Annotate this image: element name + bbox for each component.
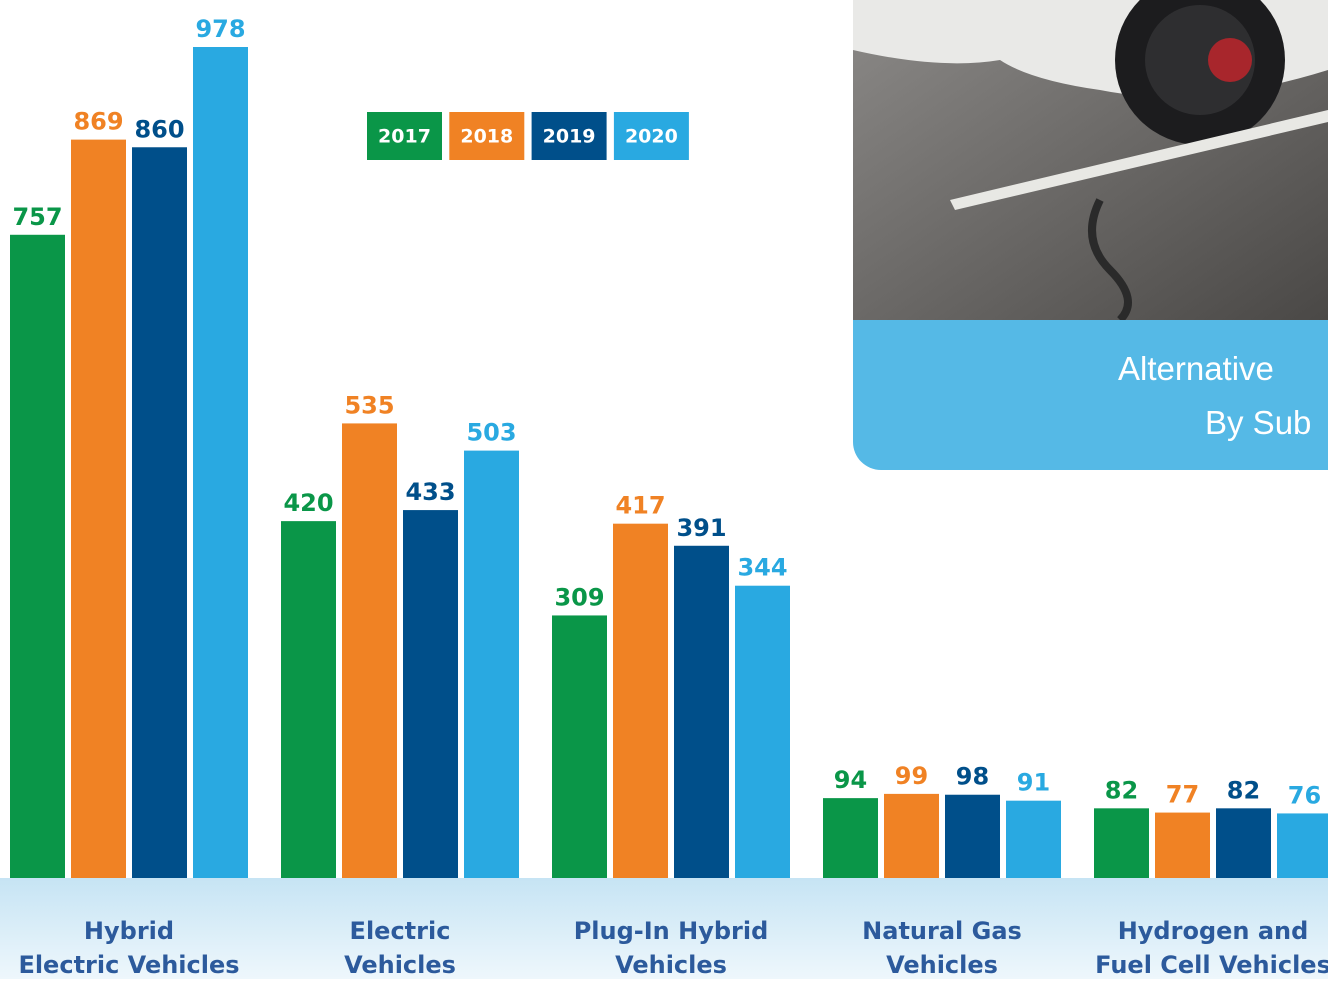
bar bbox=[193, 47, 248, 878]
bar bbox=[552, 615, 607, 878]
value-label: 77 bbox=[1166, 781, 1199, 809]
bar bbox=[10, 234, 65, 878]
bar bbox=[613, 523, 668, 878]
value-label: 535 bbox=[344, 391, 394, 419]
bar bbox=[1155, 812, 1210, 878]
value-label: 978 bbox=[195, 15, 245, 43]
photo bbox=[853, 0, 1328, 323]
bar bbox=[1094, 808, 1149, 878]
category-band bbox=[0, 878, 1328, 979]
value-label: 76 bbox=[1288, 781, 1321, 809]
category-label: Natural Gas Vehicles bbox=[862, 917, 1022, 979]
bar bbox=[281, 521, 336, 878]
value-label: 869 bbox=[73, 108, 123, 136]
legend-label: 2019 bbox=[543, 126, 596, 148]
legend-swatch bbox=[449, 112, 525, 160]
value-label: 91 bbox=[1017, 769, 1050, 797]
bar bbox=[884, 793, 939, 878]
value-label: 344 bbox=[737, 554, 787, 582]
banner: Alternative By Sub bbox=[853, 320, 1328, 470]
bar bbox=[823, 798, 878, 878]
bar bbox=[132, 147, 187, 879]
bar bbox=[1277, 813, 1328, 878]
banner-line: Alternative bbox=[1118, 350, 1274, 387]
legend-label: 2018 bbox=[460, 126, 513, 148]
legend-swatch bbox=[367, 112, 442, 160]
legend-swatch bbox=[613, 112, 689, 160]
bar bbox=[735, 585, 790, 878]
bar bbox=[945, 794, 1000, 878]
value-label: 82 bbox=[1227, 776, 1260, 804]
value-label: 420 bbox=[283, 489, 333, 517]
banner-line: By Sub bbox=[1205, 404, 1312, 441]
value-label: 99 bbox=[895, 762, 928, 790]
value-label: 433 bbox=[405, 478, 455, 506]
value-label: 98 bbox=[956, 763, 989, 791]
value-label: 860 bbox=[134, 115, 184, 143]
bar bbox=[403, 510, 458, 878]
value-label: 94 bbox=[834, 766, 867, 794]
bar bbox=[1216, 808, 1271, 878]
value-label: 309 bbox=[554, 583, 604, 611]
legend-label: 2017 bbox=[378, 126, 431, 148]
category-label: Hydrogen and Fuel Cell Vehicles bbox=[1095, 917, 1328, 979]
bar bbox=[674, 545, 729, 878]
legend-label: 2020 bbox=[625, 126, 678, 148]
value-label: 82 bbox=[1105, 776, 1138, 804]
category-label: Electric Vehicles bbox=[344, 917, 456, 979]
bar bbox=[71, 139, 126, 878]
category-label: Hybrid Electric Vehicles bbox=[18, 917, 240, 979]
value-label: 503 bbox=[466, 419, 516, 447]
bar bbox=[464, 450, 519, 878]
bar bbox=[342, 423, 397, 878]
value-label: 757 bbox=[12, 203, 62, 231]
bar bbox=[1006, 800, 1061, 878]
category-label: Plug-In Hybrid Vehicles bbox=[573, 917, 769, 979]
value-label: 391 bbox=[676, 514, 726, 542]
legend-swatch bbox=[531, 112, 607, 160]
value-label: 417 bbox=[615, 492, 665, 520]
